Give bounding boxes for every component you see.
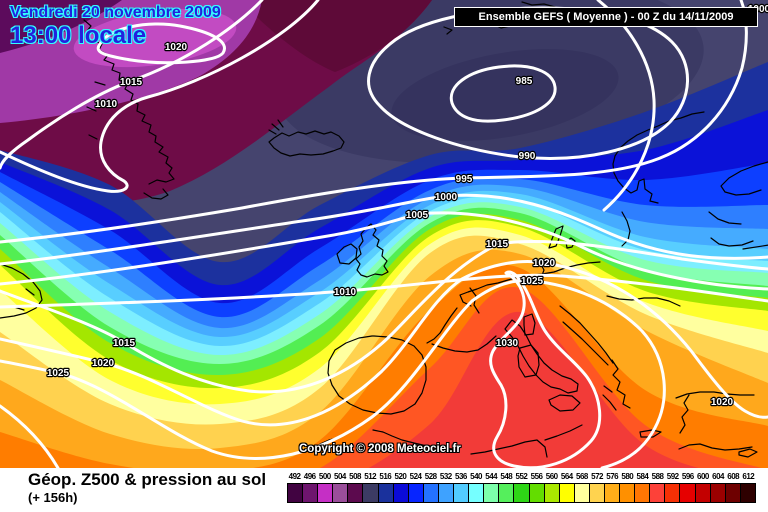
legend-value: 556 [530, 472, 543, 481]
legend-swatch [634, 483, 651, 503]
legend-value: 516 [379, 472, 392, 481]
model-run-box: Ensemble GEFS ( Moyenne ) - 00 Z du 14/1… [454, 7, 758, 27]
legend-value: 520 [394, 472, 407, 481]
legend-swatch [468, 483, 485, 503]
legend-swatch [453, 483, 470, 503]
legend-swatch [317, 483, 334, 503]
map-title: Géop. Z500 & pression au sol [28, 470, 267, 489]
legend-swatch [603, 483, 621, 503]
legend-value: 580 [621, 472, 634, 481]
legend-value: 548 [500, 472, 513, 481]
legend-swatch [709, 483, 726, 503]
legend-swatch [483, 483, 500, 503]
legend-swatch [332, 483, 349, 503]
legend-swatch [377, 483, 394, 503]
legend-swatch [498, 483, 515, 503]
legend-swatch [437, 483, 455, 503]
contour-label: 1005 [406, 210, 429, 221]
legend-value: 600 [697, 472, 709, 481]
legend-value: 572 [591, 472, 603, 481]
contour-label: 1015 [120, 77, 143, 88]
contour-label: 1010 [334, 287, 357, 298]
legend-value: 492 [288, 472, 301, 481]
legend-swatch [543, 483, 560, 503]
contour-label: 1020 [533, 258, 556, 269]
legend-value: 512 [364, 472, 377, 481]
legend-swatch [588, 483, 605, 503]
legend-value: 552 [515, 472, 528, 481]
copyright-label: Copyright © 2008 Meteociel.fr [299, 443, 461, 455]
legend-value: 544 [485, 472, 498, 481]
legend-swatch [287, 483, 304, 503]
legend-swatch [513, 483, 530, 503]
legend-value: 608 [727, 472, 740, 481]
contour-label: 1020 [711, 397, 734, 408]
legend-swatch [362, 483, 379, 503]
legend-swatch [649, 483, 666, 503]
legend-value: 596 [681, 472, 694, 481]
geopotential-field-svg: 1020101510109859909951000100510001015102… [0, 0, 768, 468]
legend-value: 540 [470, 472, 482, 481]
legend-value: 560 [545, 472, 558, 481]
legend-value: 500 [318, 472, 331, 481]
legend-swatch [407, 483, 424, 503]
contour-label: 1015 [486, 239, 509, 250]
legend-value: 588 [651, 472, 664, 481]
contour-label: 1030 [496, 338, 519, 349]
legend-swatch [724, 483, 741, 503]
model-run-label: Ensemble GEFS ( Moyenne ) - 00 Z du 14/1… [478, 11, 734, 23]
footer-bar: Géop. Z500 & pression au sol (+ 156h) 49… [0, 468, 768, 512]
legend-value: 584 [636, 472, 649, 481]
legend-value: 612 [742, 472, 755, 481]
legend-swatch [528, 483, 545, 503]
legend-value: 504 [334, 472, 346, 481]
coastlines [0, 1, 768, 458]
legend-value: 576 [606, 472, 619, 481]
legend-swatch [392, 483, 409, 503]
legend-swatch [347, 483, 364, 503]
legend-value: 524 [409, 472, 422, 481]
legend-swatch [422, 483, 439, 503]
legend-swatch [694, 483, 711, 503]
legend-swatches-row [287, 483, 756, 503]
legend-value: 528 [424, 472, 437, 481]
legend-value: 532 [439, 472, 452, 481]
contour-label: 990 [519, 151, 536, 162]
legend-value: 592 [666, 472, 679, 481]
legend-value: 496 [303, 472, 316, 481]
pressure-map: 1020101510109859909951000100510001015102… [0, 0, 768, 468]
isobar-labels: 1020101510109859909951000100510001015102… [46, 3, 768, 409]
legend-swatch [302, 483, 319, 503]
contour-label: 1020 [165, 42, 188, 53]
legend-value: 536 [455, 472, 467, 481]
legend-values-row: 492 496 500 504 508 512 516 520 524 528 532 536 540 5… [287, 471, 756, 482]
legend-value: 508 [349, 472, 361, 481]
contour-label: 1000 [435, 192, 458, 203]
contour-label: 995 [456, 174, 473, 185]
color-scale-legend: 492 496 500 504 508 512 516 520 524 528 532 536 540 5… [287, 471, 756, 503]
legend-swatch [679, 483, 696, 503]
contour-label: 1025 [47, 368, 70, 379]
legend-swatch [664, 483, 681, 503]
contour-label: 985 [516, 76, 533, 87]
contour-label: 1015 [113, 338, 136, 349]
forecast-range: (+ 156h) [28, 490, 78, 505]
legend-value: 564 [560, 472, 573, 481]
legend-swatch [573, 483, 590, 503]
legend-swatch [558, 483, 575, 503]
isobar-contours [0, 0, 768, 468]
contour-label: 1020 [92, 358, 115, 369]
legend-swatch [619, 483, 636, 503]
legend-swatch [739, 483, 756, 503]
contour-label: 1025 [521, 276, 544, 287]
legend-value: 604 [712, 472, 724, 481]
legend-value: 568 [576, 472, 588, 481]
contour-label: 1010 [95, 99, 118, 110]
